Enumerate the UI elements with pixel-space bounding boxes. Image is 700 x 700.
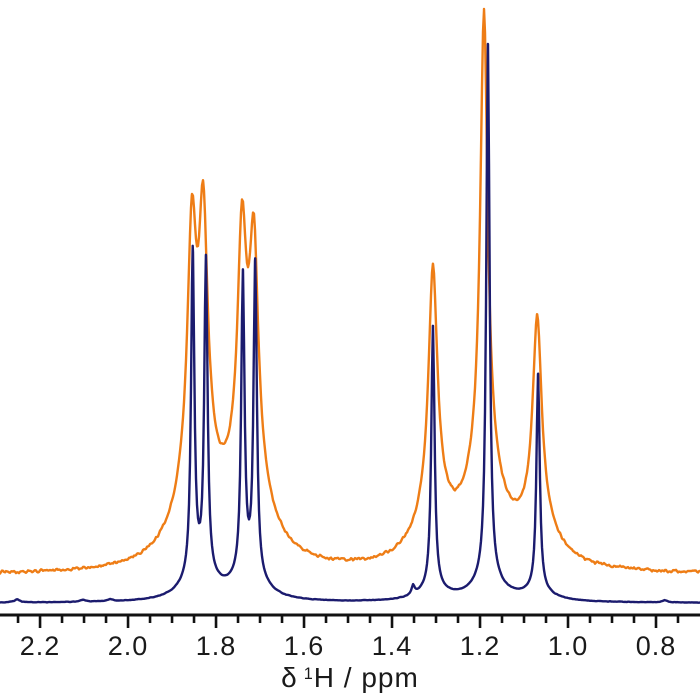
axis-title-text: H / ppm <box>313 662 419 693</box>
x-tick-label: 1.4 <box>372 631 413 661</box>
x-axis <box>0 613 700 628</box>
x-tick-label: 1.2 <box>460 631 501 661</box>
x-axis-title: δ 1H / ppm <box>0 662 700 694</box>
superscript-1: 1 <box>303 664 313 683</box>
x-tick-label: 2.2 <box>20 631 61 661</box>
x-tick-label: 0.8 <box>636 631 677 661</box>
delta-symbol: δ <box>281 662 298 693</box>
x-tick-label: 1.6 <box>284 631 325 661</box>
x-tick-label: 1.8 <box>196 631 237 661</box>
x-axis-tick-labels: 2.2 2.0 1.8 1.6 1.4 1.2 1.0 0.8 <box>20 631 677 661</box>
x-tick-label: 1.0 <box>548 631 589 661</box>
navy-spectrum-trace <box>0 42 700 604</box>
x-tick-label: 2.0 <box>108 631 149 661</box>
spectra-traces <box>0 7 700 604</box>
orange-spectrum-trace <box>0 7 700 575</box>
